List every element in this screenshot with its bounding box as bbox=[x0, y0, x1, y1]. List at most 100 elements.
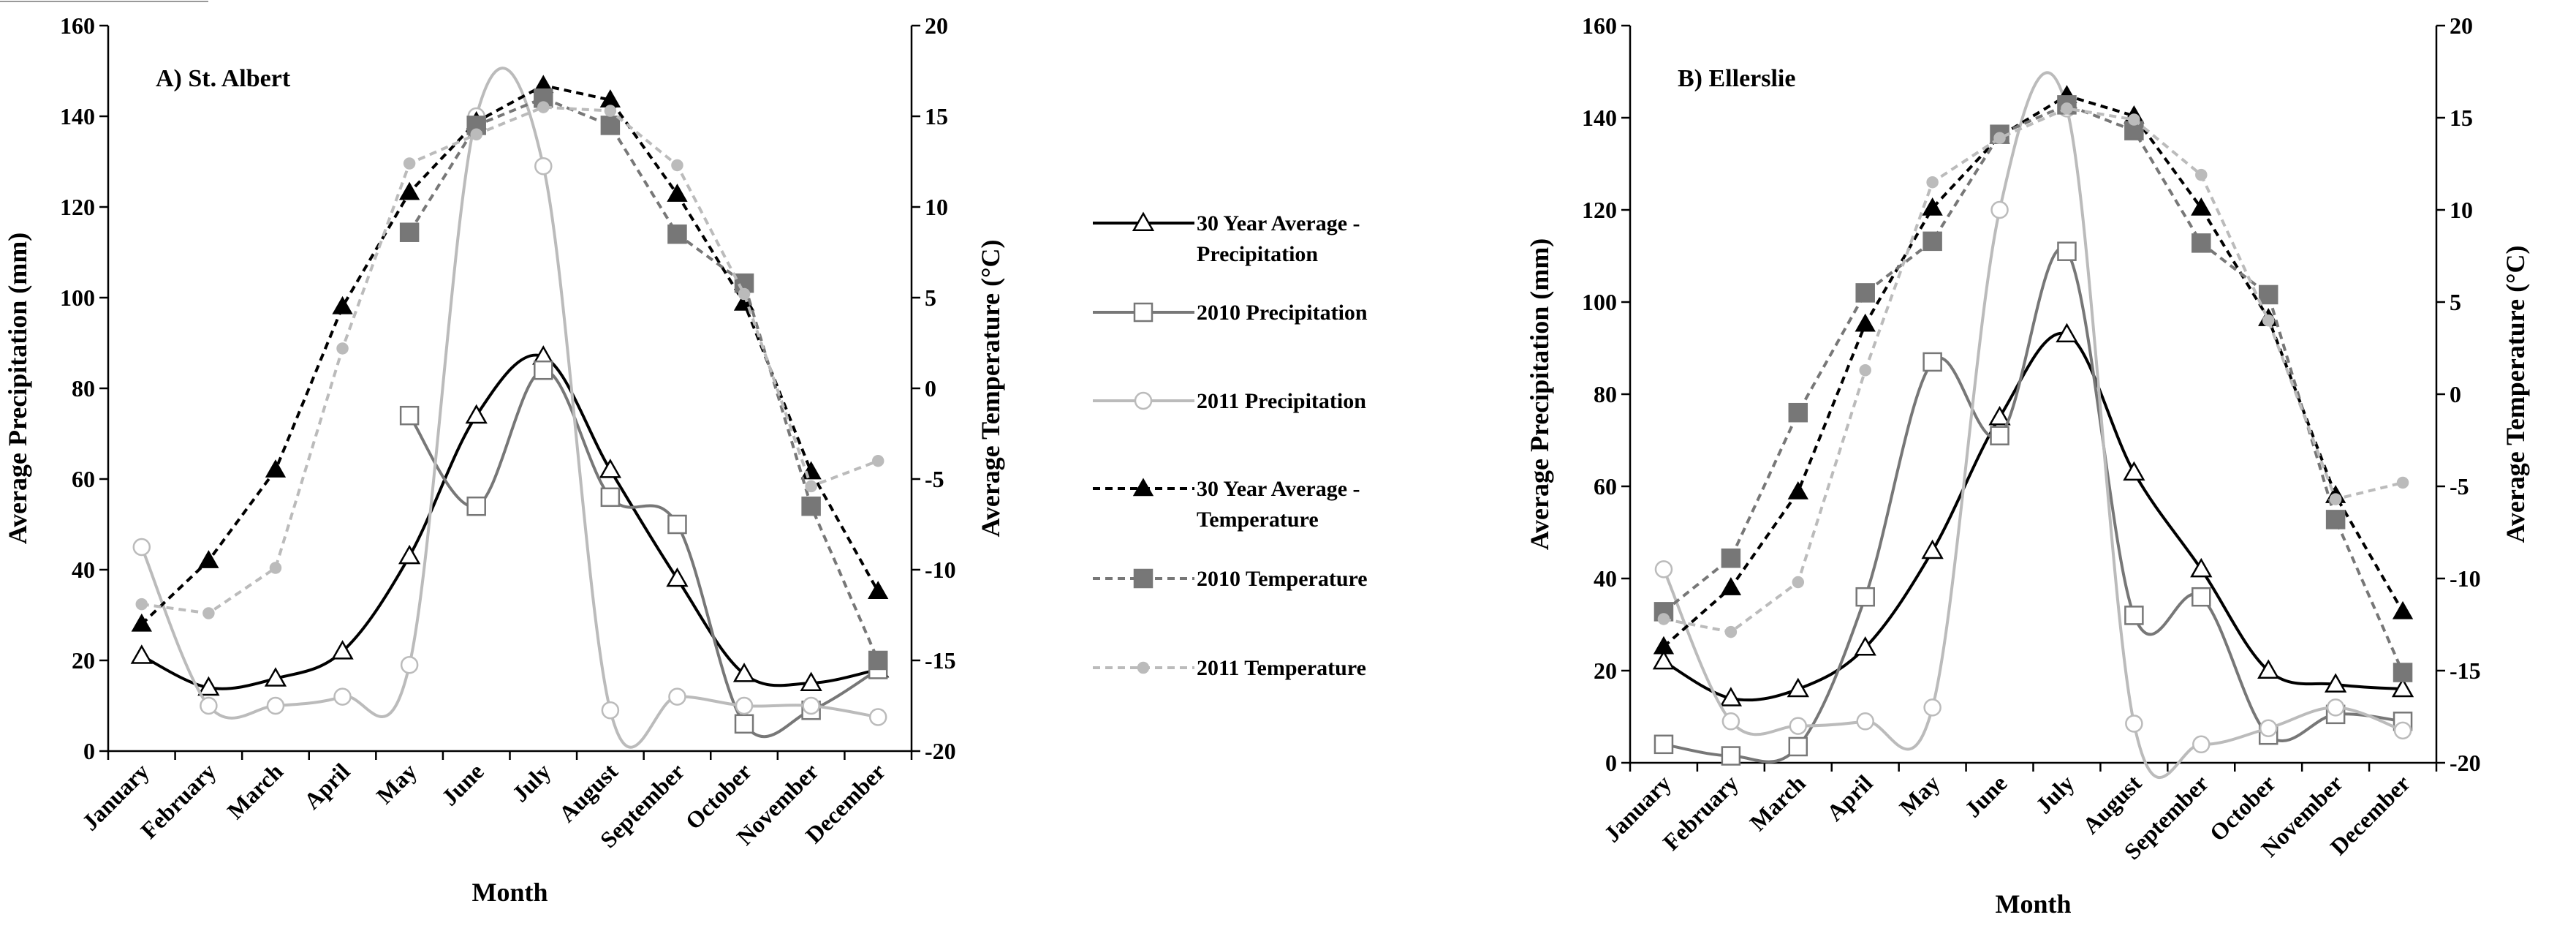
data-point-p30 bbox=[1921, 539, 1944, 559]
data-point-p2011 bbox=[1923, 698, 1942, 717]
data-point-p2010 bbox=[2124, 606, 2144, 625]
data-point-p2010 bbox=[1855, 587, 1875, 607]
data-point-t2010 bbox=[801, 496, 821, 516]
y-axis-title-right: Average Temperature (°C) bbox=[2501, 246, 2530, 543]
legend-marker-t30 bbox=[1132, 478, 1154, 497]
left-tick-label: 80 bbox=[1594, 381, 1617, 407]
data-point-p2011 bbox=[200, 696, 218, 715]
left-tick-label: 20 bbox=[1594, 657, 1617, 684]
right-tick-label: 20 bbox=[2450, 12, 2473, 39]
data-point-t2011 bbox=[871, 454, 884, 467]
series-line-t2010 bbox=[1662, 103, 2404, 674]
legend-label-t2011: 2011 Temperature bbox=[1197, 656, 1366, 680]
data-point-t2011 bbox=[1724, 625, 1738, 638]
data-point-t30 bbox=[1855, 313, 1876, 332]
data-point-t2011 bbox=[269, 562, 282, 574]
y-axis-title-right: Average Temperature (°C) bbox=[976, 240, 1005, 538]
data-point-p2010 bbox=[2192, 587, 2211, 607]
data-point-t30 bbox=[1922, 197, 1943, 216]
data-point-t2011 bbox=[1792, 576, 1805, 589]
left-tick-label: 0 bbox=[1605, 750, 1617, 776]
left-tick-label: 140 bbox=[60, 103, 95, 129]
data-point-p2011 bbox=[333, 687, 352, 706]
series-line-t30 bbox=[1662, 94, 2404, 648]
legend: 30 Year Average - Precipitation 2010 Preci… bbox=[1093, 211, 1368, 680]
right-tick-label: 0 bbox=[925, 375, 936, 402]
data-point-t2011 bbox=[1926, 176, 1939, 189]
data-point-p2010 bbox=[1653, 734, 1674, 755]
right-tick-label: -20 bbox=[925, 738, 956, 764]
data-point-p30 bbox=[2391, 677, 2414, 698]
data-point-p30 bbox=[2257, 659, 2280, 679]
right-tick-label: 15 bbox=[925, 103, 948, 129]
data-point-p2011 bbox=[601, 701, 620, 720]
left-tick-label: 60 bbox=[72, 466, 95, 492]
right-tick-label: -15 bbox=[2450, 657, 2481, 684]
data-point-p2010 bbox=[1990, 426, 2009, 445]
right-tick-label: 15 bbox=[2450, 105, 2473, 131]
data-point-t2011 bbox=[2262, 314, 2275, 327]
data-point-t2011 bbox=[1859, 363, 1871, 377]
left-tick-label: 40 bbox=[1594, 565, 1617, 592]
data-point-p2010 bbox=[399, 405, 420, 426]
data-point-p2011 bbox=[1990, 200, 2009, 219]
data-point-p2011 bbox=[534, 157, 553, 176]
right-tick-label: -20 bbox=[2450, 750, 2481, 776]
data-point-t30 bbox=[667, 184, 688, 202]
legend-marker-t2010 bbox=[1133, 568, 1153, 589]
y-axis-title-left: Average Precipitation (mm) bbox=[3, 233, 32, 545]
data-point-p2011 bbox=[735, 696, 754, 715]
data-point-p2010 bbox=[1721, 746, 1741, 766]
series-line-p2010 bbox=[1663, 246, 2403, 764]
data-point-t30 bbox=[1787, 481, 1808, 500]
legend-label-t2010: 2010 Temperature bbox=[1197, 567, 1368, 591]
data-point-p30 bbox=[732, 663, 756, 682]
series-line-t2011 bbox=[1663, 107, 2403, 634]
data-point-p30 bbox=[197, 676, 220, 696]
left-tick-label: 80 bbox=[72, 375, 95, 402]
data-point-p30 bbox=[264, 667, 287, 687]
data-point-p2011 bbox=[2259, 719, 2278, 737]
data-point-p30 bbox=[666, 567, 689, 587]
data-point-p2010 bbox=[734, 714, 754, 734]
data-point-t2011 bbox=[403, 157, 416, 170]
data-point-t2011 bbox=[2396, 476, 2409, 489]
legend-label-p30: 30 Year Average - bbox=[1197, 211, 1360, 235]
data-point-t2010 bbox=[667, 224, 687, 244]
panel-title: A) St. Albert bbox=[156, 65, 291, 92]
right-tick-label: -15 bbox=[925, 647, 956, 674]
data-point-p2010 bbox=[1922, 352, 1942, 372]
data-point-t2011 bbox=[2195, 168, 2208, 181]
legend-marker-p2010 bbox=[1133, 302, 1153, 323]
data-point-t2011 bbox=[671, 159, 683, 172]
x-axis-title: Month bbox=[1995, 889, 2071, 919]
data-point-p30 bbox=[398, 544, 421, 565]
data-point-t2010 bbox=[2393, 663, 2413, 682]
right-tick-label: -5 bbox=[925, 466, 944, 492]
data-point-t2011 bbox=[202, 607, 215, 619]
data-point-t30 bbox=[131, 613, 152, 632]
data-point-t2011 bbox=[738, 287, 751, 301]
y-axis-title-left: Average Precipitation (mm) bbox=[1525, 238, 1554, 551]
data-point-p30 bbox=[1719, 687, 1743, 706]
data-point-t2010 bbox=[868, 650, 888, 671]
data-point-t30 bbox=[398, 181, 420, 200]
right-tick-label: 20 bbox=[925, 12, 948, 39]
data-point-p2010 bbox=[1788, 736, 1808, 757]
data-point-p2010 bbox=[667, 514, 687, 535]
data-point-t30 bbox=[332, 295, 353, 314]
left-tick-label: 100 bbox=[1582, 289, 1617, 315]
data-point-t2010 bbox=[600, 116, 621, 135]
data-point-p2011 bbox=[2125, 715, 2143, 733]
legend-marker-t2011 bbox=[1137, 661, 1150, 674]
x-axis-title: Month bbox=[471, 878, 548, 907]
legend-label-p30: Precipitation bbox=[1197, 242, 1318, 266]
legend-marker-p2011 bbox=[1134, 391, 1153, 410]
legend-marker-p30 bbox=[1132, 211, 1155, 231]
data-point-t2011 bbox=[336, 342, 349, 355]
data-point-p30 bbox=[2056, 323, 2078, 343]
data-point-t30 bbox=[198, 550, 219, 568]
legend-label-p2010: 2010 Precipitation bbox=[1197, 301, 1368, 325]
